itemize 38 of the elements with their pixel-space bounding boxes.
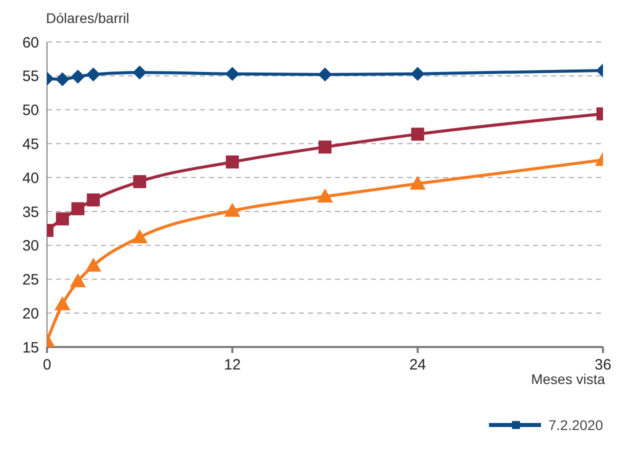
point	[86, 68, 100, 82]
y-tick-label: 55	[22, 68, 39, 86]
point	[410, 66, 425, 81]
point	[54, 296, 70, 310]
y-tick-label: 25	[22, 272, 39, 289]
point	[85, 258, 102, 272]
y-tick-label: 40	[22, 170, 39, 187]
legend-label: 7.2.2020	[548, 417, 603, 433]
y-tick-label: 45	[22, 136, 39, 153]
y-tick-label: 15	[22, 339, 39, 356]
y-tick-label: 30	[22, 238, 39, 255]
point	[55, 72, 70, 86]
x-axis-title: Meses vista	[531, 371, 605, 387]
point	[70, 273, 86, 288]
point	[132, 229, 148, 244]
point	[224, 202, 240, 217]
point	[56, 212, 69, 226]
x-tick-label: 24	[409, 356, 426, 374]
x-tick-label: 36	[594, 356, 612, 374]
point	[71, 202, 84, 216]
point	[132, 66, 147, 80]
y-tick-label: 60	[22, 34, 39, 52]
y-axis-title: Dólares/barril	[46, 10, 130, 26]
point	[410, 176, 426, 190]
x-tick-label: 0	[42, 356, 52, 374]
point	[318, 140, 332, 154]
point	[317, 188, 333, 203]
point	[225, 66, 240, 81]
point	[318, 68, 332, 82]
y-tick-label: 20	[22, 305, 39, 322]
point	[133, 175, 146, 188]
y-tick-label: 35	[22, 204, 39, 221]
point	[86, 193, 100, 206]
x-tick-label: 12	[224, 356, 241, 374]
point	[226, 155, 239, 168]
point	[411, 128, 424, 141]
point	[70, 70, 85, 84]
y-tick-label: 50	[22, 102, 39, 120]
